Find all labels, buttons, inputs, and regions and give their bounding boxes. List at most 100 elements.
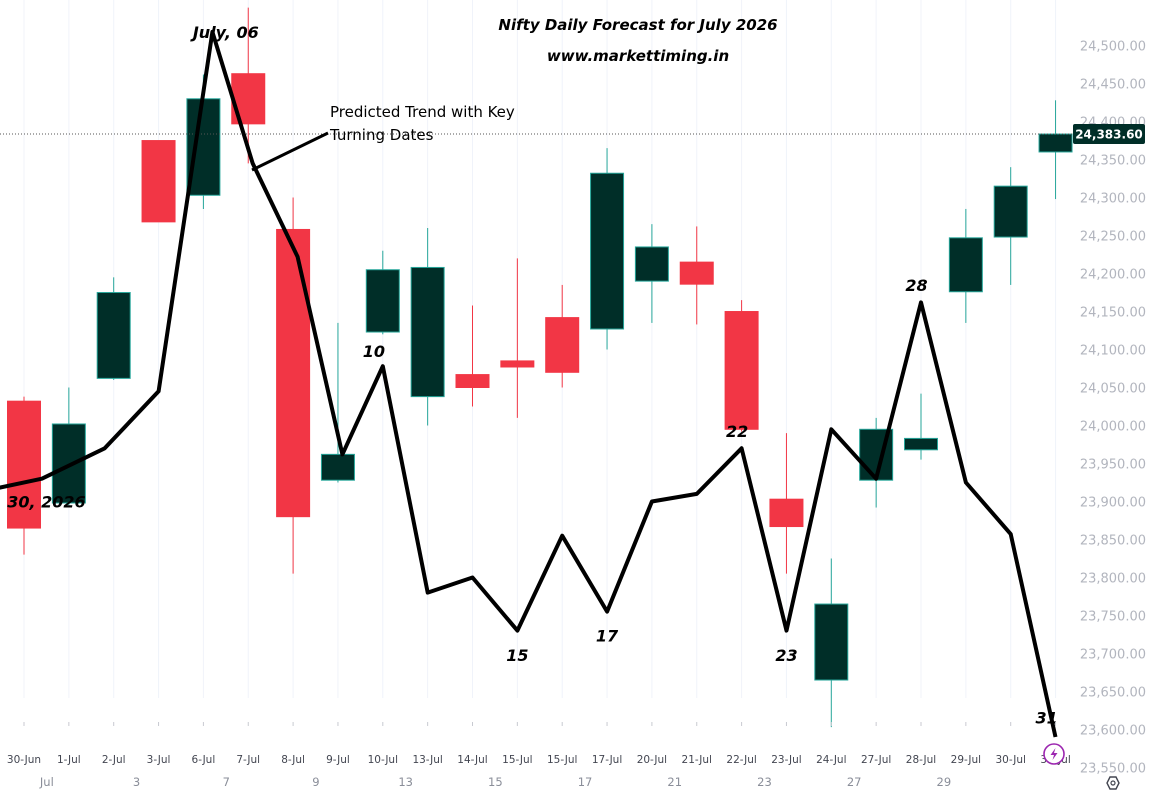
candle-body — [948, 237, 983, 293]
x-grid-lines — [23, 0, 1057, 698]
x-tick-label: 15-Jul — [502, 754, 532, 766]
candle-body — [993, 185, 1028, 238]
x-secondary-label: 29 — [937, 775, 952, 789]
candle-body — [141, 140, 176, 223]
turning-label: 17 — [596, 626, 619, 645]
candle-body — [545, 317, 580, 373]
turning-label: 22 — [726, 422, 748, 441]
y-tick-label: 24,500.00 — [1080, 40, 1146, 55]
y-tick-label: 23,800.00 — [1080, 571, 1146, 586]
y-tick-label: 24,050.00 — [1080, 382, 1146, 397]
candle-body — [1038, 133, 1073, 153]
candle-body — [679, 261, 714, 285]
x-secondary-label: 7 — [223, 775, 230, 789]
last-price-tag — [1073, 124, 1145, 145]
x-axis: 30-Jun 1-Jul 2-Jul 3-Jul 6-Jul 7-Jul 8-Jul 9-Ju… — [7, 722, 1071, 789]
x-tick-label: 2-Jul — [102, 754, 126, 766]
annotation-line2: Turning Dates — [329, 126, 434, 144]
y-tick-label: 24,250.00 — [1080, 230, 1146, 245]
x-tick-label: 24-Jul — [816, 754, 846, 766]
y-tick-label: 24,150.00 — [1080, 306, 1146, 321]
turning-labels: 30, 2026 July, 06 10 15 17 22 23 28 31 — [7, 23, 1058, 727]
x-tick-label: 10-Jul — [368, 754, 398, 766]
candle-body — [904, 437, 938, 451]
candle-body — [7, 400, 41, 529]
turning-label: 28 — [905, 276, 927, 295]
x-secondary-label: 13 — [398, 775, 413, 789]
y-tick-label: 23,650.00 — [1080, 685, 1146, 700]
x-secondary-label: Jul — [39, 775, 54, 789]
x-tick-label: 28-Jul — [906, 754, 936, 766]
y-tick-label: 24,100.00 — [1080, 344, 1146, 359]
turning-label: 10 — [363, 342, 385, 361]
x-tick-label: 30-Jul — [995, 754, 1025, 766]
y-tick-label: 23,850.00 — [1080, 533, 1146, 548]
predicted-trend-line — [0, 29, 1058, 738]
lightning-icon[interactable] — [1043, 743, 1065, 765]
y-tick-label: 24,200.00 — [1080, 268, 1146, 283]
annotation-line1: Predicted Trend with Key — [330, 103, 515, 121]
last-price-label: 24,383.60 — [1075, 128, 1143, 142]
y-tick-label: 24,450.00 — [1080, 78, 1146, 93]
chart-subtitle: www.markettiming.in — [547, 47, 729, 65]
x-tick-label: 15-Jul — [547, 754, 577, 766]
x-tick-label: 13-Jul — [412, 754, 442, 766]
candle-body — [51, 423, 86, 504]
x-secondary-label: 23 — [757, 775, 772, 789]
turning-label: 23 — [775, 646, 797, 665]
x-tick-label: 6-Jul — [192, 754, 216, 766]
candle-body — [410, 266, 445, 398]
candle-body — [724, 311, 759, 430]
x-tick-label: 23-Jul — [771, 754, 801, 766]
x-secondary-label: 27 — [847, 775, 862, 789]
x-tick-label: 8-Jul — [281, 754, 305, 766]
x-tick-label: 30-Jun — [7, 754, 41, 766]
y-tick-label: 24,300.00 — [1080, 192, 1146, 207]
candle-body — [634, 246, 669, 282]
y-tick-label: 24,000.00 — [1080, 419, 1146, 434]
x-secondary-label: 17 — [578, 775, 593, 789]
candle-body — [320, 453, 355, 481]
y-tick-label: 23,600.00 — [1080, 723, 1146, 738]
candle-body — [96, 292, 131, 379]
settings-hexagon-icon[interactable] — [1106, 776, 1120, 790]
y-tick-label: 23,550.00 — [1080, 761, 1146, 776]
y-axis: 23,550.00 23,600.00 23,650.00 23,700.00 23,7… — [1073, 40, 1146, 776]
y-tick-label: 23,700.00 — [1080, 647, 1146, 662]
x-tick-label: 20-Jul — [637, 754, 667, 766]
y-tick-label: 24,350.00 — [1080, 154, 1146, 169]
annotation-pointer — [251, 131, 329, 172]
x-tick-label: 7-Jul — [236, 754, 260, 766]
candle-body — [365, 269, 400, 333]
x-secondary-label: 21 — [667, 775, 682, 789]
x-secondary-label: 15 — [488, 775, 503, 789]
x-tick-label: 27-Jul — [861, 754, 891, 766]
y-tick-label: 23,950.00 — [1080, 457, 1146, 472]
x-tick-label: 29-Jul — [951, 754, 981, 766]
x-tick-label: 14-Jul — [457, 754, 487, 766]
candle-body — [590, 172, 625, 330]
chart-title: Nifty Daily Forecast for July 2026 — [498, 16, 777, 34]
x-secondary-label: 3 — [133, 775, 140, 789]
y-tick-label: 23,900.00 — [1080, 495, 1146, 510]
candle-body — [500, 360, 535, 368]
candle-body — [186, 98, 221, 196]
candles — [7, 7, 1073, 728]
turning-label: July, 06 — [190, 23, 259, 42]
candle-body — [814, 603, 849, 681]
turning-label: 15 — [506, 646, 528, 665]
x-tick-label: 9-Jul — [326, 754, 350, 766]
x-tick-label: 17-Jul — [592, 754, 622, 766]
candle-body — [769, 498, 804, 528]
turning-label: 30, 2026 — [7, 493, 85, 512]
turning-label: 31 — [1035, 708, 1057, 727]
x-tick-label: 22-Jul — [726, 754, 756, 766]
candle-body — [276, 228, 311, 518]
x-tick-label: 1-Jul — [57, 754, 81, 766]
x-tick-label: 3-Jul — [147, 754, 171, 766]
candle-body — [455, 374, 490, 389]
trend-layer — [0, 29, 1073, 738]
x-tick-label: 21-Jul — [682, 754, 712, 766]
y-tick-label: 23,750.00 — [1080, 609, 1146, 624]
